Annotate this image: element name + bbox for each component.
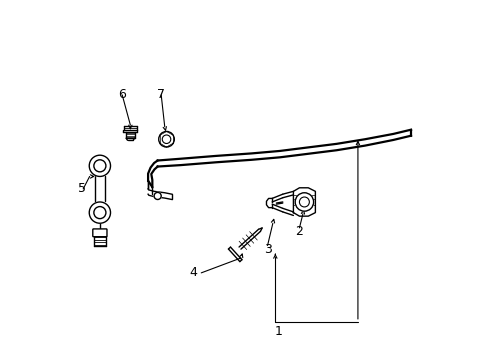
Circle shape [299, 197, 309, 207]
Circle shape [89, 202, 110, 223]
Circle shape [162, 135, 170, 144]
Text: 5: 5 [78, 183, 86, 195]
Circle shape [94, 207, 106, 219]
Text: 7: 7 [157, 89, 165, 102]
Text: 6: 6 [118, 89, 126, 102]
Text: 1: 1 [274, 325, 282, 338]
Text: 4: 4 [189, 266, 197, 279]
Text: 3: 3 [263, 243, 271, 256]
Circle shape [159, 131, 174, 147]
Circle shape [295, 193, 313, 211]
Circle shape [89, 155, 110, 176]
FancyBboxPatch shape [93, 229, 107, 237]
Circle shape [154, 192, 161, 199]
Text: 2: 2 [295, 225, 303, 238]
Circle shape [94, 160, 106, 172]
